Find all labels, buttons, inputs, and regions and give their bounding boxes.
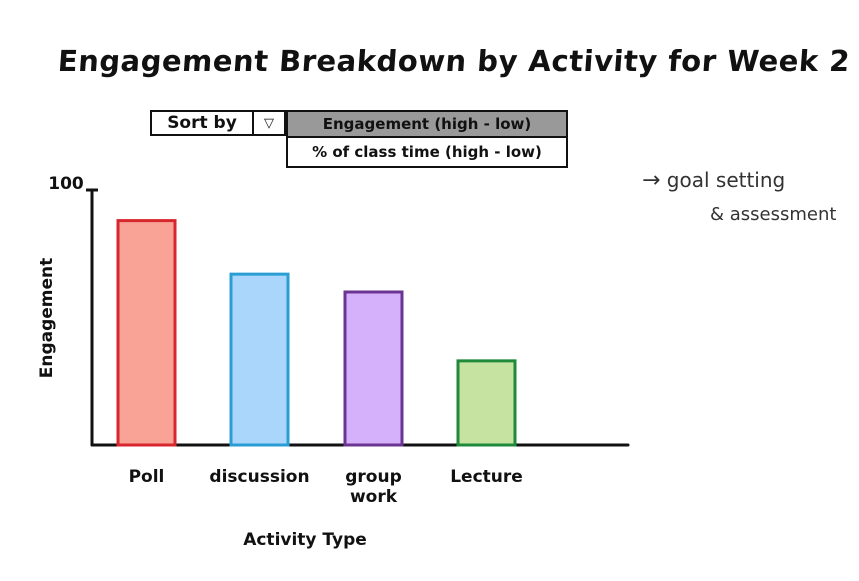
sort-by-label[interactable]: Sort by bbox=[150, 110, 254, 136]
dropdown-arrow-icon[interactable]: ▽ bbox=[254, 110, 286, 136]
x-tick-label: group bbox=[345, 467, 402, 487]
side-note: → goal setting & assessment bbox=[642, 163, 836, 232]
side-note-line2: & assessment bbox=[710, 204, 837, 225]
x-axis-label: Activity Type bbox=[243, 530, 367, 550]
x-tick-label: Lecture bbox=[450, 467, 523, 487]
sort-option-engagement[interactable]: Engagement (high - low) bbox=[286, 110, 568, 138]
arrow-right-icon: → bbox=[642, 168, 661, 193]
bar-3 bbox=[343, 290, 404, 447]
bar-1 bbox=[116, 219, 177, 447]
sort-option-class-time[interactable]: % of class time (high - low) bbox=[286, 138, 568, 168]
x-tick-label: Poll bbox=[129, 467, 165, 487]
x-tick-label: work bbox=[350, 487, 398, 507]
bar-2 bbox=[229, 272, 290, 447]
y-tick-label: 100 bbox=[48, 174, 84, 194]
bar-4 bbox=[456, 359, 517, 447]
side-note-line1: goal setting bbox=[666, 168, 786, 192]
y-axis-label: Engagement bbox=[37, 258, 57, 379]
x-tick-label: discussion bbox=[209, 467, 309, 487]
